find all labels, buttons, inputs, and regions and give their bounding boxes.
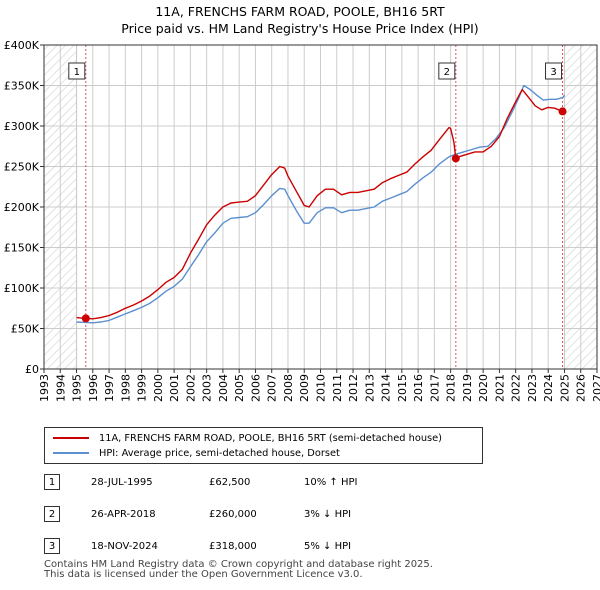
x-tick-label: 2002	[184, 374, 197, 402]
sale-hpi-diff: 3% ↓ HPI	[304, 508, 352, 520]
legend-swatch-hpi	[53, 452, 89, 454]
sale-date: 28-JUL-1995	[91, 476, 153, 488]
x-tick-label: 2024	[542, 374, 555, 402]
x-tick-label: 1995	[71, 374, 84, 402]
sale-number-badge: 3	[44, 538, 60, 554]
y-tick-label: £400K	[4, 39, 40, 52]
y-tick-label: £0	[25, 363, 39, 376]
legend-item-price: 11A, FRENCHS FARM ROAD, POOLE, BH16 5RT …	[53, 431, 442, 445]
footer-licence: This data is licensed under the Open Gov…	[44, 569, 363, 580]
x-tick-label: 1999	[136, 374, 149, 402]
sale-marker-box	[68, 62, 86, 80]
sale-price: £62,500	[209, 476, 251, 488]
x-tick-label: 2019	[461, 374, 474, 402]
x-tick-label: 1994	[54, 374, 67, 402]
sale-price: £318,000	[209, 540, 257, 552]
x-tick-label: 1993	[38, 374, 51, 402]
x-tick-label: 2021	[493, 374, 506, 402]
sale-date: 18-NOV-2024	[91, 540, 158, 552]
sale-marker-box	[545, 62, 563, 80]
x-tick-label: 2014	[380, 374, 393, 402]
x-tick-label: 1997	[103, 374, 116, 402]
legend-swatch-price	[53, 437, 89, 439]
sale-row-2: 2 26-APR-2018 £260,000 3% ↓ HPI	[44, 505, 351, 523]
x-tick-label: 2011	[331, 374, 344, 402]
legend-item-hpi: HPI: Average price, semi-detached house,…	[53, 446, 340, 460]
x-tick-label: 2018	[445, 374, 458, 402]
x-tick-label: 2009	[298, 374, 311, 402]
x-tick-label: 1996	[87, 374, 100, 402]
sale-hpi-diff: 10% ↑ HPI	[304, 476, 358, 488]
chart-subtitle: Price paid vs. HM Land Registry's House …	[121, 21, 479, 36]
x-tick-label: 2000	[152, 374, 165, 402]
sale-point	[81, 314, 90, 323]
footer-copyright: Contains HM Land Registry data © Crown c…	[44, 559, 433, 570]
y-tick-label: £250K	[4, 161, 40, 174]
y-tick-label: £50K	[11, 323, 40, 336]
x-tick-label: 2015	[396, 374, 409, 402]
x-tick-label: 2004	[217, 374, 230, 402]
x-tick-label: 1998	[119, 374, 132, 402]
footer: Contains HM Land Registry data © Crown c…	[44, 560, 433, 580]
y-tick-label: £150K	[4, 242, 40, 255]
x-tick-label: 2001	[168, 374, 181, 402]
x-tick-label: 2017	[428, 374, 441, 402]
sale-hpi-diff: 5% ↓ HPI	[304, 540, 352, 552]
y-tick-label: £200K	[4, 201, 40, 214]
x-tick-label: 2008	[282, 374, 295, 402]
x-tick-label: 2026	[575, 374, 588, 402]
y-tick-label: £300K	[4, 120, 40, 133]
y-tick-label: £350K	[4, 80, 40, 93]
x-tick-label: 2010	[315, 374, 328, 402]
x-tick-label: 2023	[526, 374, 539, 402]
x-tick-label: 2003	[201, 374, 214, 402]
sale-row-1: 1 28-JUL-1995 £62,500 10% ↑ HPI	[44, 473, 357, 491]
chart-title-block: 11A, FRENCHS FARM ROAD, POOLE, BH16 5RT …	[0, 3, 600, 37]
sale-marker-label: 1	[74, 67, 80, 78]
legend-label-price: 11A, FRENCHS FARM ROAD, POOLE, BH16 5RT …	[99, 432, 442, 444]
sale-date: 26-APR-2018	[91, 508, 156, 520]
x-tick-label: 2005	[233, 374, 246, 402]
legend-label-hpi: HPI: Average price, semi-detached house,…	[99, 447, 340, 459]
x-tick-label: 2027	[591, 374, 600, 402]
price-paid-line	[76, 88, 566, 320]
legend: 11A, FRENCHS FARM ROAD, POOLE, BH16 5RT …	[44, 427, 483, 464]
chart-title: 11A, FRENCHS FARM ROAD, POOLE, BH16 5RT	[155, 4, 445, 19]
y-tick-label: £100K	[4, 282, 40, 295]
x-tick-label: 2020	[477, 374, 490, 402]
sale-point	[451, 154, 460, 163]
price-chart: 1 2 3 £0 £50K £100K £150K £200K £250K £300K £350K…	[4, 39, 600, 402]
sale-point	[558, 107, 567, 116]
x-tick-label: 2013	[363, 374, 376, 402]
sale-marker-label: 3	[550, 67, 556, 78]
x-tick-label: 2025	[558, 374, 571, 402]
x-tick-label: 2012	[347, 374, 360, 402]
sale-number-badge: 2	[44, 506, 60, 522]
sale-marker-label: 2	[444, 67, 450, 78]
sale-marker-box	[438, 62, 456, 80]
hpi-line	[76, 84, 566, 324]
sale-number-badge: 1	[44, 474, 60, 490]
x-tick-label: 2007	[266, 374, 279, 402]
x-tick-label: 2022	[510, 374, 523, 402]
x-tick-label: 2006	[249, 374, 262, 402]
sale-price: £260,000	[209, 508, 257, 520]
x-tick-label: 2016	[412, 374, 425, 402]
sale-row-3: 3 18-NOV-2024 £318,000 5% ↓ HPI	[44, 537, 351, 555]
